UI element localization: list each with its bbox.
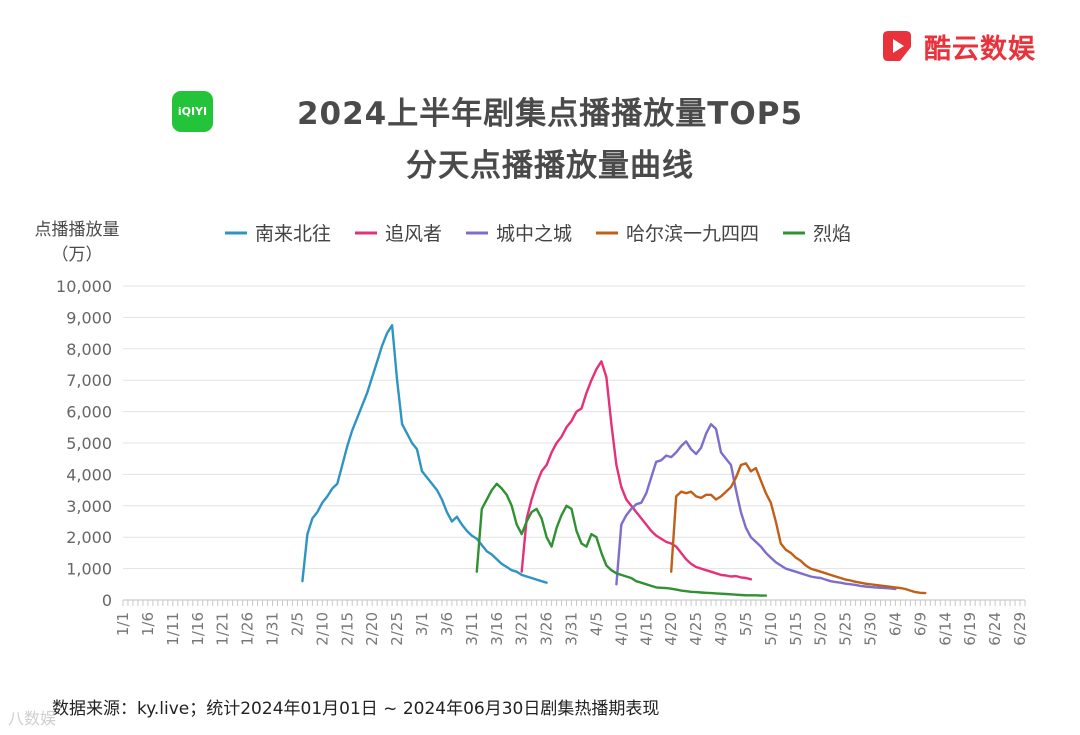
chart-title-line2: 分天点播播放量曲线 <box>406 148 694 184</box>
y-tick-label: 8,000 <box>66 340 112 359</box>
series-line <box>301 324 548 584</box>
brand-name: 酷云数娱 <box>924 33 1036 65</box>
series-line <box>670 462 927 595</box>
x-tick-label: 1/21 <box>214 612 232 646</box>
x-tick-label: 2/20 <box>363 612 381 646</box>
x-tick-label: 6/9 <box>911 612 929 636</box>
x-tick-label: 3/21 <box>513 612 531 646</box>
x-tick-label: 5/30 <box>862 612 880 646</box>
y-axis-label: 点播播放量 （万） <box>22 218 132 268</box>
iqiyi-logo-icon: iQIYI <box>172 91 213 132</box>
y-tick-label: 10,000 <box>56 277 112 296</box>
x-tick-label: 1/11 <box>164 612 182 646</box>
y-tick-label: 0 <box>102 591 112 610</box>
x-tick-label: 3/16 <box>488 612 506 646</box>
brand-header: 酷云数娱 <box>878 24 1036 68</box>
x-tick-label: 2/15 <box>338 612 356 646</box>
x-tick-label: 4/15 <box>637 612 655 646</box>
x-tick-label: 6/19 <box>961 612 979 646</box>
series-line <box>520 360 753 581</box>
x-tick-label: 2/10 <box>313 612 331 646</box>
y-axis-title: 点播播放量 <box>34 220 120 240</box>
x-tick-label: 1/31 <box>264 612 282 646</box>
legend-label: 城中之城 <box>496 223 572 245</box>
x-tick-label: 5/25 <box>837 612 855 646</box>
x-tick-label: 3/1 <box>413 612 431 636</box>
legend-label: 哈尔滨一九四四 <box>626 223 759 245</box>
x-tick-label: 1/26 <box>239 612 257 646</box>
x-tick-label: 1/1 <box>114 612 132 636</box>
legend-label: 追风者 <box>385 223 442 245</box>
y-tick-label: 9,000 <box>66 308 112 327</box>
x-tick-label: 6/14 <box>936 612 954 646</box>
x-tick-label: 5/5 <box>737 612 755 636</box>
x-tick-label: 5/20 <box>812 612 830 646</box>
chart-title-line1: 2024上半年剧集点播播放量TOP5 <box>296 96 804 132</box>
x-tick-label: 3/11 <box>463 612 481 646</box>
y-tick-label: 3,000 <box>66 497 112 516</box>
y-tick-label: 1,000 <box>66 560 112 579</box>
x-tick-label: 6/4 <box>886 612 904 636</box>
legend-label: 南来北往 <box>255 223 331 245</box>
x-tick-label: 4/5 <box>587 612 605 636</box>
x-tick-label: 5/15 <box>787 612 805 646</box>
y-axis-unit: （万） <box>51 245 103 265</box>
x-tick-label: 4/30 <box>712 612 730 646</box>
play-logo-icon <box>883 31 911 61</box>
x-tick-label: 6/29 <box>1011 612 1029 646</box>
x-tick-label: 5/10 <box>762 612 780 646</box>
legend-label: 烈焰 <box>813 223 851 245</box>
series-line <box>475 482 768 597</box>
y-tick-label: 4,000 <box>66 465 112 484</box>
iqiyi-logo-text: iQIYI <box>177 105 208 118</box>
y-tick-label: 2,000 <box>66 528 112 547</box>
source-note: 数据来源：ky.live；统计2024年01月01日 ~ 2024年06月30日… <box>52 699 660 719</box>
x-tick-label: 4/25 <box>687 612 705 646</box>
series-line <box>615 423 897 591</box>
x-tick-label: 3/31 <box>563 612 581 646</box>
x-tick-label: 4/10 <box>612 612 630 646</box>
x-tick-label: 3/26 <box>538 612 556 646</box>
x-tick-label: 1/6 <box>139 612 157 636</box>
y-tick-label: 7,000 <box>66 371 112 390</box>
y-tick-label: 5,000 <box>66 434 112 453</box>
watermark: 八数娱 <box>8 709 57 728</box>
x-tick-label: 6/24 <box>986 612 1004 646</box>
y-tick-label: 6,000 <box>66 403 112 422</box>
x-tick-label: 1/16 <box>189 612 207 646</box>
x-tick-label: 3/6 <box>438 612 456 636</box>
x-tick-label: 4/20 <box>662 612 680 646</box>
x-tick-label: 2/25 <box>388 612 406 646</box>
x-tick-label: 2/5 <box>288 612 306 636</box>
